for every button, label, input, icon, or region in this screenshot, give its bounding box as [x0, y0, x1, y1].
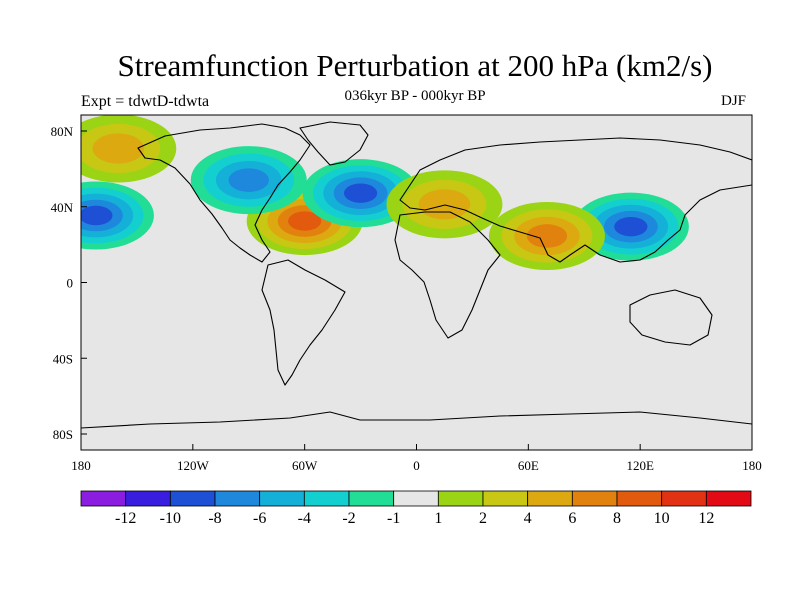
colorbar-swatch [169, 490, 216, 507]
colorbar-swatch [571, 490, 618, 507]
colorbar-swatch [80, 490, 127, 507]
x-tick-label: 180 [71, 458, 91, 473]
chart-subtitle: 036kyr BP - 000kyr BP [344, 88, 486, 104]
contour-blob [81, 115, 177, 183]
coastlines [81, 121, 752, 429]
coastline-north-america [137, 123, 311, 263]
colorbar-swatch [616, 490, 663, 507]
colorbar-label: -1 [387, 510, 400, 527]
x-tick-label: 120W [177, 458, 210, 473]
colorbar-swatch [661, 490, 707, 507]
x-tick-label: 0 [413, 458, 420, 473]
colorbar-label: -8 [208, 510, 221, 527]
colorbar-label: -4 [298, 510, 311, 527]
coastline-europe-asia [399, 137, 752, 263]
contour-level [81, 205, 113, 226]
colorbar-label: 2 [479, 510, 487, 527]
y-axis: 80N 40N 0 40S 80S [51, 124, 87, 442]
experiment-label: Expt = tdwtD-tdwta [81, 93, 210, 110]
coastline-greenland [299, 121, 369, 166]
coastline-antarctica [81, 411, 752, 429]
colorbar-swatch [303, 490, 350, 507]
colorbar-label: -2 [342, 510, 355, 527]
colorbar-label: 12 [698, 510, 714, 527]
colorbar: -12 -10 -8 -6 -4 -2 -1 1 2 4 6 8 10 12 [80, 490, 752, 527]
season-label: DJF [721, 93, 747, 109]
y-tick-label: 40N [51, 200, 74, 215]
map-background [81, 115, 752, 450]
x-tick-label: 60E [518, 458, 539, 473]
colorbar-swatch [527, 490, 573, 507]
contour-blob [190, 146, 307, 215]
contour-blob [488, 201, 605, 270]
y-tick-label: 40S [53, 351, 73, 366]
contour-blob [302, 159, 419, 228]
contour-level [526, 224, 568, 248]
coastline-south-america [261, 259, 346, 386]
colorbar-swatch [214, 490, 261, 507]
contour-level [228, 168, 269, 192]
colorbar-swatch [125, 490, 171, 507]
colorbar-label: 10 [654, 510, 670, 527]
contour-level [614, 216, 648, 237]
colorbar-swatch [348, 490, 395, 507]
contour-blob [386, 170, 503, 239]
contour-blob [81, 181, 154, 250]
contour-level [343, 183, 378, 203]
y-tick-label: 0 [67, 276, 74, 291]
contour-fills [81, 115, 689, 270]
contour-level [418, 189, 471, 220]
contour-level [288, 211, 322, 231]
chart-title: Streamfunction Perturbation at 200 hPa (… [117, 48, 713, 83]
coastline-africa [394, 211, 501, 339]
colorbar-label: 1 [434, 510, 442, 527]
colorbar-label: -12 [115, 510, 136, 527]
x-tick-label: 120E [626, 458, 654, 473]
x-axis: 180 120W 60W 0 60E 120E 180 [71, 444, 762, 473]
y-tick-label: 80S [53, 427, 73, 442]
colorbar-swatch [393, 490, 439, 507]
colorbar-label: 4 [524, 510, 532, 527]
colorbar-swatch [437, 490, 484, 507]
x-tick-label: 180 [742, 458, 762, 473]
colorbar-label: 8 [613, 510, 621, 527]
colorbar-label: -10 [160, 510, 181, 527]
coastline-australia [629, 289, 713, 346]
map-area [81, 115, 752, 450]
contour-level [92, 133, 145, 164]
y-tick-label: 80N [51, 124, 74, 139]
colorbar-label: 6 [568, 510, 576, 527]
x-tick-label: 60W [292, 458, 318, 473]
colorbar-swatch [705, 490, 752, 507]
colorbar-swatch [259, 490, 305, 507]
colorbar-swatch [482, 490, 529, 507]
colorbar-label: -6 [253, 510, 266, 527]
